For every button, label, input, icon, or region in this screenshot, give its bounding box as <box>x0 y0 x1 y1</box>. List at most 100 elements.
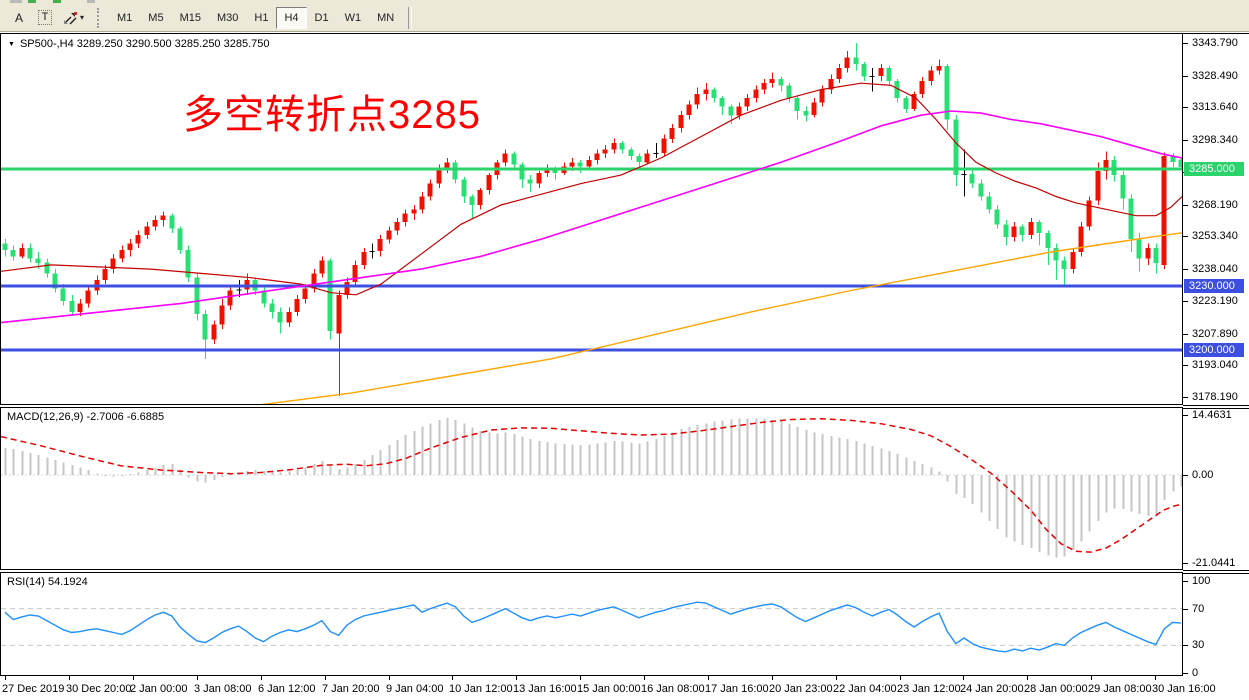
timeframe-button-W1[interactable]: W1 <box>337 7 370 29</box>
rsi-axis-label: 70 <box>1192 603 1205 615</box>
ma-mid <box>1 110 1182 324</box>
price-chart-panel[interactable]: ▼ SP500-,H4 3289.250 3290.500 3285.250 3… <box>0 33 1183 405</box>
timeframe-button-M30[interactable]: M30 <box>209 7 246 29</box>
label-tool-button[interactable]: A <box>7 7 31 29</box>
price-axis-tick <box>1183 76 1188 77</box>
rsi-label: RSI(14) 54.1924 <box>7 576 88 588</box>
clipped-icons-strip <box>0 0 1249 3</box>
time-axis-label: 7 Jan 20:00 <box>322 683 380 695</box>
time-axis-tick <box>963 676 964 680</box>
time-axis-tick <box>580 676 581 680</box>
price-axis-label: 3268.190 <box>1192 199 1238 211</box>
rsi-panel[interactable]: RSI(14) 54.1924 <box>0 572 1183 676</box>
arrows-tool-button[interactable]: ▾ <box>59 7 88 29</box>
symbol-dropdown-icon[interactable]: ▼ <box>8 40 15 48</box>
time-axis-label: 28 Jan 00:00 <box>1024 683 1088 695</box>
price-axis-tick <box>1183 269 1188 270</box>
toolbar-grip[interactable] <box>97 7 103 28</box>
toolbar-separator <box>408 6 413 29</box>
macd-axis-tick <box>1183 563 1188 564</box>
time-axis-label: 24 Jan 20:00 <box>960 683 1024 695</box>
time-axis-tick <box>900 676 901 680</box>
time-axis-tick <box>836 676 837 680</box>
rsi-canvas[interactable] <box>1 573 1182 675</box>
time-axis-tick <box>389 676 390 680</box>
timeframe-button-H4[interactable]: H4 <box>276 6 307 29</box>
price-axis-tick <box>1183 140 1188 141</box>
price-axis-label: 3343.790 <box>1192 37 1238 49</box>
price-axis-label: 3253.340 <box>1192 230 1238 242</box>
price-axis-tick <box>1183 334 1188 335</box>
axis-separator <box>1183 405 1249 406</box>
time-axis-label: 30 Dec 20:00 <box>66 683 132 695</box>
timeframe-button-D1[interactable]: D1 <box>307 7 337 29</box>
time-axis-label: 27 Dec 2019 <box>2 683 65 695</box>
time-axis-tick <box>516 676 517 680</box>
macd-label: MACD(12,26,9) -2.7006 -6.6885 <box>7 411 165 423</box>
arrows-icon <box>63 11 78 25</box>
time-axis-label: 3 Jan 08:00 <box>194 683 252 695</box>
timeframe-button-M1[interactable]: M1 <box>109 7 140 29</box>
rsi-line <box>4 601 1181 653</box>
time-axis-tick <box>644 676 645 680</box>
axis-separator <box>1183 573 1249 574</box>
price-axis-label: 3193.040 <box>1192 359 1238 371</box>
price-level-badge: 3200.000 <box>1184 343 1244 357</box>
price-axis-tick <box>1183 107 1188 108</box>
axis-separator <box>1183 570 1249 571</box>
rsi-axis-label: 100 <box>1192 575 1211 587</box>
time-axis-label: 20 Jan 23:00 <box>769 683 833 695</box>
timeframe-button-H1[interactable]: H1 <box>246 7 276 29</box>
rsi-axis-tick <box>1183 673 1188 674</box>
macd-axis-tick <box>1183 475 1188 476</box>
annotation-text: 多空转折点3285 <box>183 93 481 137</box>
price-axis-tick <box>1183 43 1188 44</box>
macd-axis-tick <box>1183 415 1188 416</box>
time-axis-tick <box>772 676 773 680</box>
toolbar: A T ▾ M1 M5 M15 M30 H1 H4 D1 W1 MN <box>0 0 1249 32</box>
symbol-ohlc-text: SP500-,H4 3289.250 3290.500 3285.250 328… <box>19 38 270 50</box>
price-axis-tick <box>1183 365 1188 366</box>
price-axis-label: 3313.640 <box>1192 101 1238 113</box>
time-axis-label: 29 Jan 08:00 <box>1088 683 1152 695</box>
time-axis-label: 9 Jan 04:00 <box>386 683 444 695</box>
ma-slow <box>261 232 1182 404</box>
text-tool-icon: T <box>37 10 53 25</box>
ma-fast <box>1 82 1182 296</box>
price-axis-label: 3238.040 <box>1192 263 1238 275</box>
macd-panel[interactable]: MACD(12,26,9) -2.7006 -6.6885 <box>0 407 1183 570</box>
macd-canvas[interactable] <box>1 408 1182 569</box>
time-axis-label: 2 Jan 00:00 <box>130 683 188 695</box>
time-axis-tick <box>5 676 6 680</box>
time-axis-label: 13 Jan 16:00 <box>513 683 577 695</box>
macd-axis-label: -21.0441 <box>1192 557 1236 569</box>
rsi-axis-label: 0 <box>1192 667 1199 679</box>
timeframe-toolbar: M1 M5 M15 M30 H1 H4 D1 W1 MN <box>109 6 402 29</box>
timeframe-button-M5[interactable]: M5 <box>140 7 171 29</box>
time-axis-label: 15 Jan 00:00 <box>577 683 641 695</box>
price-axis-tick <box>1183 205 1188 206</box>
chart-title: ▼ SP500-,H4 3289.250 3290.500 3285.250 3… <box>8 38 270 50</box>
price-level-badge: 3230.000 <box>1184 279 1244 293</box>
rsi-axis-label: 30 <box>1192 639 1205 651</box>
time-axis-label: 16 Jan 08:00 <box>641 683 705 695</box>
price-chart-canvas[interactable] <box>1 34 1182 404</box>
time-axis-label: 17 Jan 16:00 <box>705 683 769 695</box>
macd-signal-line <box>1 417 1182 553</box>
time-axis-tick <box>69 676 70 680</box>
time-axis-label: 30 Jan 16:00 <box>1152 683 1216 695</box>
price-axis-tick <box>1183 301 1188 302</box>
price-level-badge: 3285.000 <box>1184 162 1244 176</box>
rsi-axis-tick <box>1183 645 1188 646</box>
time-axis-tick <box>1091 676 1092 680</box>
price-axis-label: 3207.890 <box>1192 328 1238 340</box>
time-axis-tick <box>325 676 326 680</box>
timeframe-button-M15[interactable]: M15 <box>172 7 209 29</box>
time-axis-label: 22 Jan 04:00 <box>833 683 897 695</box>
time-axis-tick <box>197 676 198 680</box>
text-tool-button[interactable]: T <box>33 7 57 29</box>
time-axis-label: 10 Jan 12:00 <box>449 683 513 695</box>
price-axis-label: 3178.190 <box>1192 391 1238 403</box>
timeframe-button-MN[interactable]: MN <box>369 7 402 29</box>
price-axis-label: 3298.340 <box>1192 134 1238 146</box>
